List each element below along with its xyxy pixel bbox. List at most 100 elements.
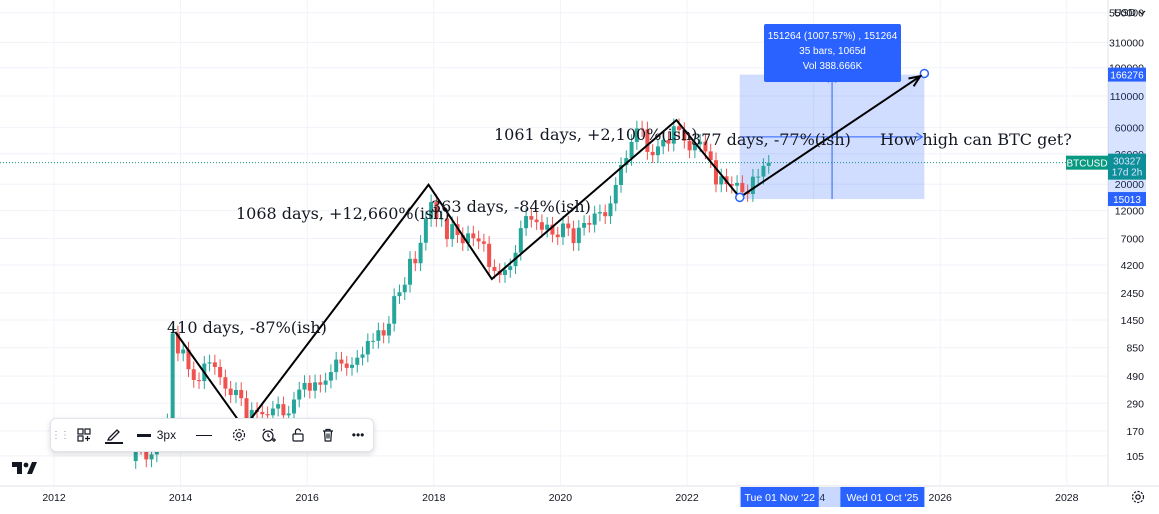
candle: [344, 355, 349, 376]
x-tick-label: 2012: [42, 492, 66, 504]
line-width-icon: [136, 433, 151, 437]
candle-body: [713, 160, 718, 185]
candle: [360, 346, 365, 366]
grip-icon[interactable]: ⋮⋮: [51, 429, 70, 441]
y-tick-label: 105: [1126, 451, 1144, 463]
candle: [719, 168, 724, 193]
candle-body: [413, 258, 418, 264]
candle-body: [376, 330, 381, 341]
candle: [481, 233, 486, 252]
candle-body: [518, 228, 523, 253]
trash-icon[interactable]: [313, 419, 343, 451]
templates-icon[interactable]: [69, 419, 99, 451]
candle: [381, 322, 386, 344]
candle-body: [566, 223, 571, 229]
candle-body: [529, 216, 534, 220]
y-tick-label: 20000: [1115, 179, 1144, 191]
candle-body: [534, 219, 539, 223]
candle-body: [439, 218, 444, 220]
arrow-head-icon: [908, 74, 923, 87]
candle-body: [692, 144, 697, 151]
candle: [418, 235, 423, 272]
candle-body: [323, 380, 328, 385]
candle-body: [629, 142, 634, 159]
candle-body: [650, 151, 655, 156]
line-width-button[interactable]: 3px: [129, 419, 185, 451]
pen-icon[interactable]: [99, 419, 129, 451]
candle: [582, 215, 587, 236]
measure-tool[interactable]: 151264 (1007.57%) , 151264 35 bars, 1065d…: [739, 24, 925, 200]
chart-annotation: 1068 days, +12,660%(ish): [236, 204, 450, 223]
candle: [508, 258, 513, 278]
candle: [328, 364, 333, 389]
candle: [613, 177, 618, 212]
candle: [761, 158, 766, 185]
candle-body: [698, 141, 703, 145]
candle-body: [719, 176, 724, 185]
candle-body: [170, 333, 175, 422]
candle-body: [666, 139, 671, 144]
chart-annotation: 1061 days, +2,100%(ish): [494, 125, 698, 144]
y-tick-label: 4200: [1121, 260, 1145, 272]
candle-body: [539, 222, 544, 230]
y-tick-label: 1450: [1121, 315, 1145, 327]
candle: [603, 204, 608, 224]
candle: [750, 168, 755, 202]
candle: [386, 316, 391, 344]
candle-body: [487, 243, 492, 267]
line-style-icon[interactable]: [184, 419, 224, 451]
candle: [529, 208, 534, 228]
price-axis[interactable]: 5500003100001900001100006000036000200001…: [1066, 0, 1146, 486]
candle: [334, 351, 339, 380]
candle-body: [645, 129, 650, 152]
candle: [376, 322, 381, 349]
candle: [392, 288, 397, 332]
candle-body: [466, 233, 471, 244]
candle-body: [371, 340, 376, 342]
candle-body: [334, 359, 339, 373]
candle-body: [244, 398, 249, 419]
candle: [708, 143, 713, 169]
candle: [561, 215, 565, 245]
x-tick-label: 2022: [675, 492, 699, 504]
candle-body: [149, 454, 154, 460]
candle-body: [750, 176, 755, 195]
settings-icon[interactable]: [224, 419, 254, 451]
candle: [729, 176, 734, 194]
logo-part: [27, 462, 37, 474]
gear-outer: [1131, 490, 1145, 504]
candle-body: [524, 216, 529, 229]
candle: [207, 354, 212, 372]
alert-icon[interactable]: [254, 419, 284, 451]
candle: [181, 341, 186, 362]
candle-body: [381, 330, 386, 336]
candle-body: [492, 266, 497, 271]
candle: [307, 375, 312, 399]
more-icon[interactable]: •••: [351, 428, 365, 442]
symbol-tag-box: [1066, 155, 1108, 170]
time-axis[interactable]: 201220142016201820202022202420262028Tue …: [0, 462, 1159, 507]
candle: [439, 210, 444, 227]
trend-handle: [919, 68, 930, 79]
candle-body: [597, 212, 602, 214]
y-tick-label: 7000: [1121, 234, 1145, 246]
candle-body: [740, 182, 745, 193]
drawing-toolbar[interactable]: ⋮⋮ 3px •••: [50, 418, 374, 452]
candle: [233, 382, 238, 403]
candle: [223, 369, 228, 397]
candle-body: [281, 404, 286, 416]
tradingview-logo: [12, 462, 37, 474]
candle-body: [555, 234, 560, 238]
lock-icon[interactable]: [284, 419, 314, 451]
candle-body: [608, 203, 613, 217]
y-tick-label: 60000: [1115, 122, 1144, 134]
settings-gear-icon[interactable]: [1131, 490, 1145, 504]
candle-body: [444, 218, 449, 240]
candle: [471, 225, 476, 247]
candle-body: [249, 409, 254, 419]
symbol-tag: BTCUSD: [1066, 159, 1107, 170]
candle-body: [677, 126, 682, 131]
candle: [666, 132, 671, 152]
candle-body: [587, 222, 592, 225]
